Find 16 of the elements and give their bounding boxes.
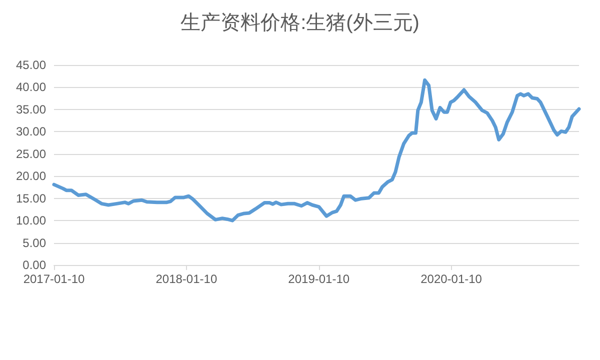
y-tick-label: 20.00 (16, 169, 46, 184)
y-tick-label: 35.00 (16, 102, 46, 116)
x-tick-label: 2019-01-10 (288, 272, 350, 286)
line-series (52, 78, 581, 222)
y-tick-label: 45.00 (16, 58, 46, 72)
y-tick-label: 30.00 (16, 124, 46, 139)
x-tick-label: 2020-01-10 (420, 272, 482, 286)
y-tick-label: 0.00 (22, 258, 46, 272)
y-tick-label: 40.00 (16, 80, 46, 94)
x-tick-label: 2017-01-10 (23, 272, 86, 286)
x-tick-label: 2018-01-10 (156, 272, 218, 286)
y-tick-label: 10.00 (16, 214, 46, 228)
y-tick-label: 5.00 (22, 236, 46, 250)
chart-title: 生产资料价格:生猪(外三元) (180, 12, 420, 34)
y-tick-label: 15.00 (16, 191, 46, 206)
y-tick-label: 25.00 (16, 146, 46, 161)
